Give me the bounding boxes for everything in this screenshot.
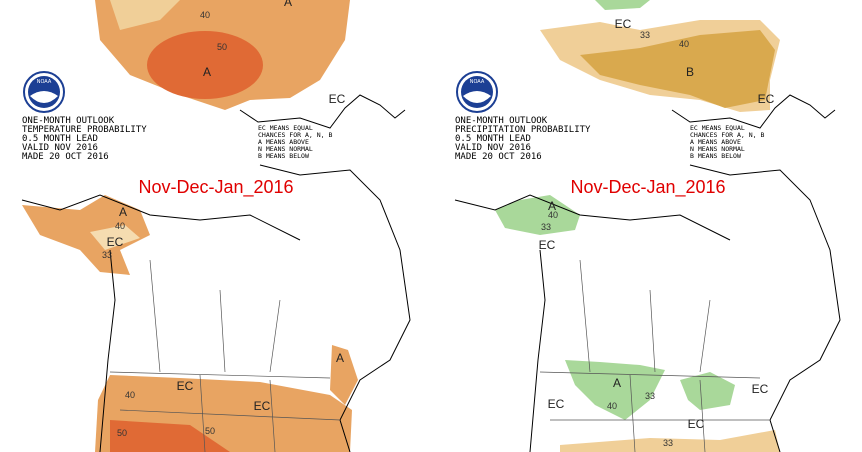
map-label: EC bbox=[688, 417, 705, 431]
map-label: A bbox=[336, 351, 344, 365]
header-line: 0.5 MONTH LEAD bbox=[22, 134, 98, 144]
map-label: 40 bbox=[200, 10, 210, 20]
map-label: 33 bbox=[541, 222, 551, 232]
coastline bbox=[671, 94, 836, 129]
legend-line: CHANCES FOR A, N, B bbox=[258, 131, 332, 139]
header-line: ONE-MONTH OUTLOOK bbox=[455, 116, 548, 126]
map-label: 40 bbox=[125, 390, 135, 400]
normal-area bbox=[90, 225, 140, 250]
map-label: 50 bbox=[117, 428, 127, 438]
map-label: EC bbox=[254, 399, 271, 413]
legend-line: EC MEANS EQUAL bbox=[258, 124, 313, 132]
map-label: A bbox=[548, 199, 556, 213]
above-area bbox=[22, 195, 150, 275]
map-label: EC bbox=[177, 379, 194, 393]
header-line: 0.5 MONTH LEAD bbox=[455, 134, 531, 144]
map-label: B bbox=[686, 65, 694, 79]
map-label: 33 bbox=[663, 438, 673, 448]
legend-line: N MEANS NORMAL bbox=[690, 145, 745, 153]
logo-text: NOAA bbox=[37, 79, 52, 85]
above-area bbox=[110, 0, 180, 30]
noaa-logo: NOAA bbox=[23, 71, 65, 113]
map-label: 40 bbox=[679, 39, 689, 49]
map-label: EC bbox=[615, 17, 632, 31]
temperature-map bbox=[21, 0, 411, 452]
legend-line: A MEANS ABOVE bbox=[258, 138, 309, 146]
below-area bbox=[560, 430, 780, 452]
map-label: EC bbox=[548, 397, 565, 411]
legend-line: B MEANS BELOW bbox=[690, 152, 741, 160]
above-area bbox=[147, 31, 263, 99]
map-label: EC bbox=[539, 238, 556, 252]
header-line: VALID NOV 2016 bbox=[455, 143, 531, 153]
header-line: MADE 20 OCT 2016 bbox=[22, 152, 109, 162]
legend-line: CHANCES FOR A, N, B bbox=[690, 131, 764, 139]
header-line: TEMPERATURE PROBABILITY bbox=[22, 125, 147, 135]
below-area bbox=[580, 30, 775, 108]
border bbox=[539, 259, 770, 452]
map-label: 50 bbox=[205, 426, 215, 436]
map-label: A bbox=[284, 0, 292, 9]
logo-text: NOAA bbox=[470, 79, 485, 85]
map-label: 40 bbox=[548, 210, 558, 220]
above-area bbox=[680, 372, 735, 410]
above-area bbox=[595, 0, 650, 10]
precipitation-map bbox=[454, 0, 841, 452]
legend-line: EC MEANS EQUAL bbox=[690, 124, 745, 132]
map-label: 40 bbox=[607, 401, 617, 411]
coastline bbox=[689, 164, 841, 452]
map-label: EC bbox=[758, 92, 775, 106]
caption: Nov-Dec-Jan_2016 bbox=[138, 177, 293, 198]
above-area bbox=[565, 360, 665, 420]
map-label: EC bbox=[329, 92, 346, 106]
map-label: 33 bbox=[640, 30, 650, 40]
coastline bbox=[454, 194, 731, 452]
caption: Nov-Dec-Jan_2016 bbox=[570, 177, 725, 198]
map-label: A bbox=[613, 376, 621, 390]
map-label: 40 bbox=[115, 221, 125, 231]
map-label: A bbox=[119, 205, 127, 219]
legend-line: B MEANS BELOW bbox=[258, 152, 309, 160]
map-label: EC bbox=[107, 235, 124, 249]
coastline bbox=[21, 194, 301, 452]
map-label: 33 bbox=[102, 250, 112, 260]
above-area bbox=[495, 195, 580, 235]
map-label: 33 bbox=[645, 391, 655, 401]
above-area bbox=[330, 345, 358, 405]
map-label: EC bbox=[752, 382, 769, 396]
map-label: A bbox=[203, 65, 211, 79]
map-label: 50 bbox=[217, 42, 227, 52]
header-line: ONE-MONTH OUTLOOK bbox=[22, 116, 115, 126]
coastline bbox=[259, 164, 411, 452]
above-area bbox=[110, 420, 230, 452]
header-line: PRECIPITATION PROBABILITY bbox=[455, 125, 591, 135]
header-line: VALID NOV 2016 bbox=[22, 143, 98, 153]
border bbox=[109, 259, 341, 452]
noaa-logo: NOAA bbox=[456, 71, 498, 113]
legend-line: A MEANS ABOVE bbox=[690, 138, 741, 146]
legend-line: N MEANS NORMAL bbox=[258, 145, 313, 153]
header-line: MADE 20 OCT 2016 bbox=[455, 152, 542, 162]
coastline bbox=[239, 94, 406, 129]
